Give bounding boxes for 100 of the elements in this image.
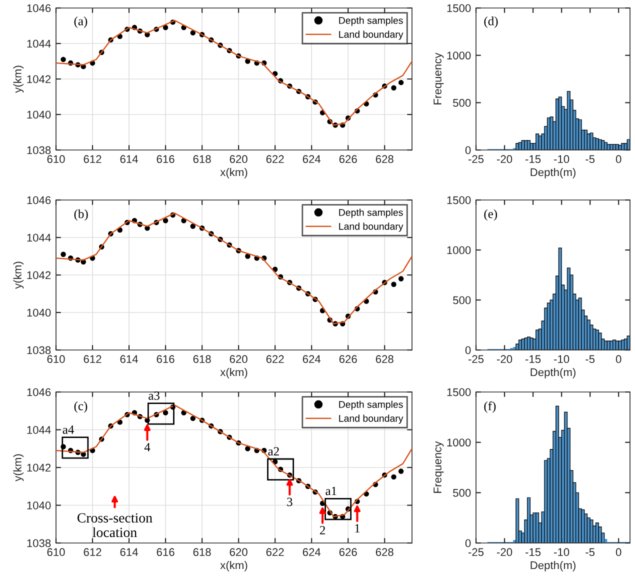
x-tick-label: -25: [468, 155, 484, 164]
x-tick-label: 616: [156, 355, 174, 364]
y-tick-label: 1500: [447, 4, 471, 12]
x-axis-title: x(km): [220, 560, 248, 572]
y-tick-label: 1500: [447, 388, 471, 396]
x-tick-label: 620: [230, 155, 248, 164]
x-tick-label: -20: [496, 548, 512, 556]
y-tick-label: 1038: [27, 539, 51, 548]
y-tick-label: 1044: [27, 234, 51, 242]
legend-label: Land boundary: [339, 30, 404, 40]
x-tick-label: 0: [616, 155, 622, 164]
x-tick-label: -10: [554, 355, 570, 364]
x-tick-label: 618: [193, 548, 211, 556]
x-tick-label: 622: [266, 155, 284, 164]
annotation: (e): [484, 209, 498, 221]
annotation: (a): [74, 16, 88, 28]
x-tick-label: -10: [554, 548, 570, 556]
x-tick-label: 0: [616, 548, 622, 556]
x-axis-title: Depth(m): [530, 168, 576, 178]
legend-label: Land boundary: [339, 414, 404, 424]
x-tick-label: 628: [376, 355, 394, 364]
y-axis-title: y(km): [13, 262, 24, 289]
y-tick-label: 1042: [27, 271, 51, 280]
annotation: a2: [268, 447, 279, 456]
x-tick-label: 610: [47, 155, 65, 164]
x-tick-label: -25: [468, 355, 484, 364]
y-axis-title: y(km): [13, 454, 24, 482]
annotation: (c): [74, 401, 88, 413]
x-tick-label: 626: [339, 355, 357, 364]
annotation: 1: [355, 524, 360, 532]
x-tick-label: -15: [526, 155, 541, 164]
y-tick-label: 500: [453, 98, 471, 107]
x-tick-label: 618: [193, 355, 211, 364]
y-tick-label: 1042: [27, 464, 51, 472]
x-tick-label: -15: [526, 355, 541, 364]
y-tick-label: 1500: [447, 196, 471, 204]
y-tick-label: 1042: [27, 75, 51, 84]
legend-label: Land boundary: [339, 222, 404, 232]
y-tick-label: 500: [453, 296, 471, 304]
x-tick-label: 622: [266, 548, 284, 556]
x-tick-label: 626: [339, 548, 357, 556]
y-tick-label: 1046: [27, 196, 51, 204]
y-tick-label: 0: [465, 539, 471, 548]
x-tick-label: -5: [586, 548, 595, 556]
y-tick-label: 1040: [27, 502, 51, 510]
y-axis-title: y(km): [13, 66, 24, 93]
y-tick-label: 1040: [27, 308, 51, 317]
x-tick-label: 614: [120, 155, 138, 164]
x-tick-label: -5: [586, 355, 595, 364]
legend-label: Depth samples: [339, 16, 403, 26]
annotation: (d): [484, 16, 498, 28]
x-tick-label: -20: [496, 355, 512, 364]
annotation: (f): [484, 401, 496, 413]
x-axis-title: Depth(m): [530, 560, 576, 572]
annotation: a1: [326, 486, 336, 496]
x-tick-label: 624: [302, 155, 321, 164]
x-tick-label: 622: [266, 355, 284, 364]
x-tick-label: 614: [120, 355, 138, 364]
annotation: 4: [144, 443, 150, 452]
x-tick-label: 0: [616, 355, 622, 364]
x-tick-label: 620: [230, 355, 248, 364]
y-tick-label: 1040: [27, 110, 51, 119]
x-axis-title: x(km): [220, 368, 248, 378]
y-tick-label: 1046: [27, 4, 51, 12]
x-tick-label: 616: [156, 548, 174, 556]
y-tick-label: 500: [453, 488, 471, 497]
y-axis-title: Frequency: [434, 52, 444, 104]
annotation: Cross-section location: [78, 513, 152, 538]
x-tick-label: -25: [468, 548, 484, 556]
x-tick-label: 628: [376, 155, 394, 164]
x-tick-label: -20: [496, 155, 512, 164]
x-tick-label: 618: [193, 155, 211, 164]
y-tick-label: 1000: [447, 246, 471, 254]
x-tick-label: 616: [156, 155, 174, 164]
annotation: (b): [74, 209, 88, 221]
annotation: a3: [148, 391, 160, 400]
annotation: a4: [62, 425, 74, 434]
y-tick-label: 0: [465, 146, 471, 154]
x-tick-label: 614: [120, 548, 138, 556]
x-tick-label: -15: [526, 548, 541, 556]
x-tick-label: -5: [586, 155, 595, 164]
y-tick-label: 1038: [27, 146, 51, 154]
annotation: 2: [320, 526, 325, 534]
y-tick-label: 1000: [447, 52, 471, 60]
y-tick-label: 1000: [447, 438, 471, 446]
x-tick-label: 626: [339, 155, 357, 164]
x-axis-title: x(km): [220, 168, 248, 178]
y-tick-label: 1046: [27, 388, 51, 396]
x-tick-label: 610: [47, 355, 65, 364]
x-tick-label: 612: [84, 548, 102, 556]
x-axis-title: Depth(m): [530, 368, 576, 378]
y-axis-title: Frequency: [434, 441, 444, 493]
x-tick-label: 612: [84, 155, 102, 164]
x-tick-label: 624: [302, 355, 321, 364]
y-tick-label: 1044: [27, 40, 51, 48]
x-tick-label: 620: [230, 548, 248, 556]
x-tick-label: -10: [554, 155, 570, 164]
legend-label: Depth samples: [339, 400, 403, 410]
y-tick-label: 1038: [27, 346, 51, 354]
y-tick-label: 1044: [27, 426, 51, 434]
